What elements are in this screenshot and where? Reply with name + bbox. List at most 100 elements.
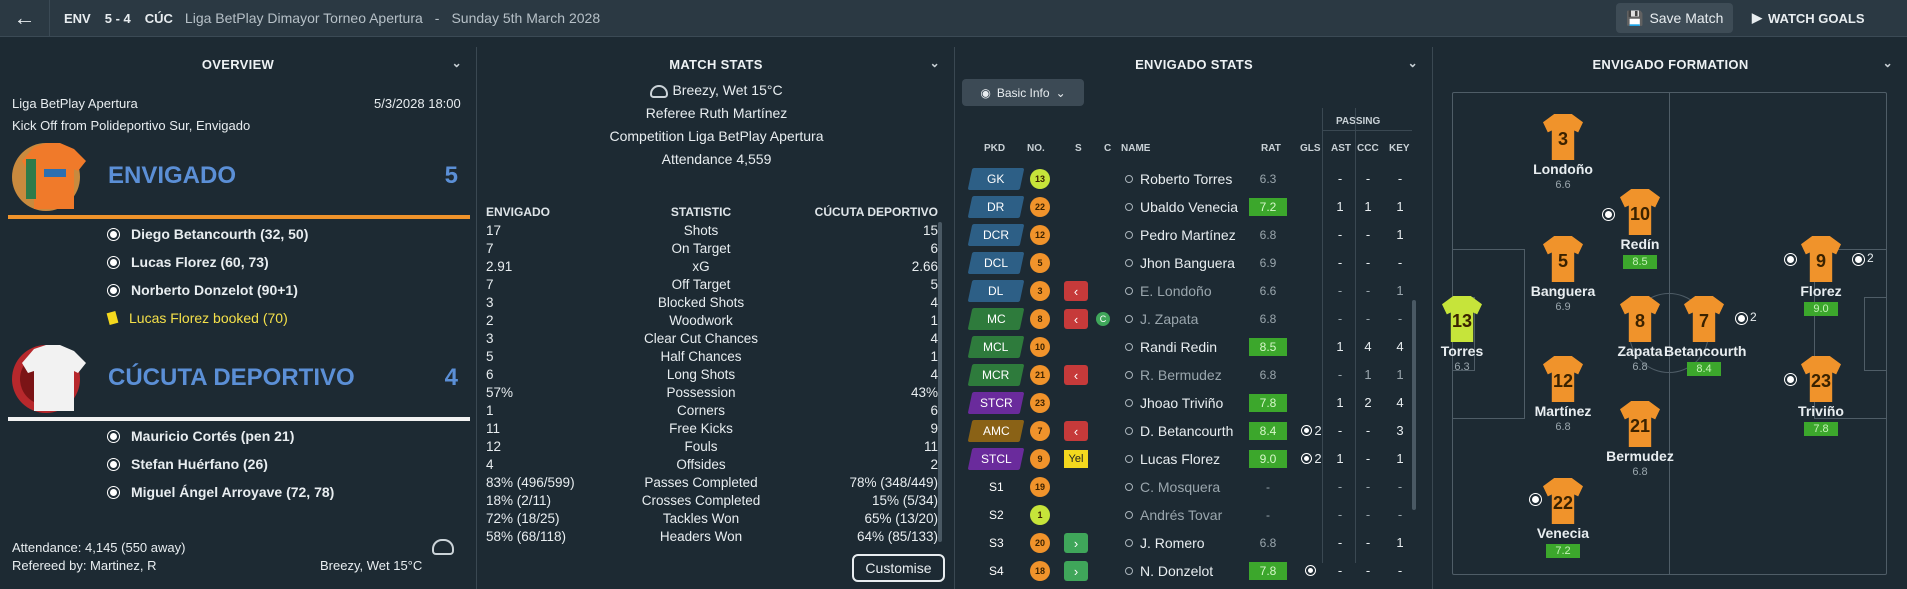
formation-player[interactable]: 10 Redín 8.5	[1600, 189, 1680, 269]
assists-value: -	[1337, 255, 1343, 270]
chevron-down-icon[interactable]: ⌄	[1407, 56, 1418, 70]
match-date: Sunday 5th March 2028	[451, 10, 601, 26]
formation-player[interactable]: 7 Betancourth 8.4	[1664, 296, 1746, 376]
overview-competition[interactable]: Liga BetPlay Apertura	[12, 96, 138, 111]
chevron-down-icon[interactable]: ⌄	[929, 56, 940, 70]
goal-scorer[interactable]: Miguel Ángel Arroyave (72, 78)	[131, 484, 335, 500]
goal-ball-icon	[1530, 494, 1541, 505]
away-team-name: CÚCUTA DEPORTIVO	[108, 364, 355, 391]
ccc-value: -	[1365, 451, 1371, 466]
player-name[interactable]: J. Zapata	[1140, 311, 1199, 327]
player-name[interactable]: Jhon Banguera	[1140, 255, 1235, 271]
stat-away-value: 78% (348/449)	[849, 474, 938, 490]
ccc-value: -	[1365, 563, 1371, 578]
person-icon	[1125, 343, 1133, 351]
goal-count: 2	[1750, 310, 1757, 324]
stat-row: 58% (68/118) Headers Won 64% (85/133)	[486, 527, 946, 545]
position-badge: DL	[967, 280, 1025, 302]
right-goal-area	[1864, 297, 1886, 371]
player-rating: -	[1266, 480, 1270, 494]
chevron-down-icon[interactable]: ⌄	[451, 56, 462, 70]
goal-scorer[interactable]: Stefan Huérfano (26)	[131, 456, 268, 472]
person-icon	[1125, 567, 1133, 575]
person-icon	[1125, 455, 1133, 463]
position-badge: STCL	[967, 448, 1025, 470]
header-no[interactable]: NO.	[1027, 143, 1045, 154]
player-name[interactable]: Andrés Tovar	[1140, 507, 1223, 523]
competition-link[interactable]: Liga BetPlay Dimayor Torneo Apertura	[184, 10, 423, 26]
header-ccc[interactable]: CCC	[1357, 143, 1379, 154]
goal-scorer[interactable]: Diego Betancourth (32, 50)	[131, 226, 309, 242]
referee-line: Referee Ruth Martínez	[645, 105, 788, 121]
overview-header[interactable]: OVERVIEW ⌄	[0, 47, 476, 81]
player-name[interactable]: R. Bermudez	[1140, 367, 1222, 383]
header-s[interactable]: S	[1075, 143, 1082, 154]
player-name[interactable]: Lucas Florez	[1140, 451, 1221, 467]
chevron-down-icon: ⌄	[1055, 85, 1066, 100]
team-stats-header[interactable]: ENVIGADO STATS ⌄	[956, 47, 1432, 81]
booking-text[interactable]: Lucas Florez booked (70)	[129, 310, 288, 326]
goal-scorer[interactable]: Norberto Donzelot (90+1)	[131, 282, 298, 298]
shirt-number-icon: 7	[1030, 421, 1050, 441]
player-name[interactable]: J. Romero	[1140, 535, 1205, 551]
header-ast[interactable]: AST	[1331, 143, 1351, 154]
match-stats-header[interactable]: MATCH STATS ⌄	[478, 47, 954, 81]
formation-player[interactable]: 3 Londoño 6.6	[1523, 114, 1603, 191]
chevron-down-icon[interactable]: ⌄	[1882, 56, 1893, 70]
player-name[interactable]: N. Donzelot	[1140, 563, 1214, 579]
player-name[interactable]: Randi Redin	[1140, 339, 1218, 355]
person-icon	[1125, 427, 1133, 435]
away-kit-icon	[12, 345, 86, 413]
shirt-number-icon: 13	[1030, 169, 1050, 189]
substituted-off-icon: ‹	[1064, 281, 1088, 301]
substituted-on-icon: ›	[1064, 561, 1088, 581]
save-match-button[interactable]: 💾 Save Match	[1616, 3, 1734, 33]
watch-label: WATCH GOALS	[1768, 10, 1865, 26]
header-key[interactable]: KEY	[1389, 143, 1410, 154]
goal-scorer[interactable]: Mauricio Cortés (pen 21)	[131, 428, 295, 444]
home-team-row[interactable]: ENVIGADO 5	[8, 137, 468, 215]
formation-player[interactable]: 23 Triviño 7.8	[1781, 356, 1861, 436]
header-gls[interactable]: GLS	[1300, 143, 1321, 154]
header-c[interactable]: C	[1104, 143, 1112, 154]
player-rating: 6.6	[1555, 179, 1571, 191]
formation-player[interactable]: 8 Zapata 6.8	[1600, 296, 1680, 373]
ccc-value: -	[1365, 507, 1371, 522]
formation-header[interactable]: ENVIGADO FORMATION ⌄	[1434, 47, 1907, 81]
goal-scorer[interactable]: Lucas Florez (60, 73)	[131, 254, 269, 270]
formation-player[interactable]: 5 Banguera 6.9	[1523, 236, 1603, 313]
player-rating: 6.8	[1259, 536, 1277, 550]
weather-text: Breezy, Wet 15°C	[672, 82, 783, 98]
players-scrollbar[interactable]	[1412, 300, 1416, 510]
player-name[interactable]: C. Mosquera	[1140, 479, 1221, 495]
player-name[interactable]: Jhoao Triviño	[1140, 395, 1224, 411]
formation-player[interactable]: 21 Bermudez 6.8	[1600, 401, 1680, 478]
position-badge: MC	[967, 308, 1025, 330]
formation-player[interactable]: 12 Martínez 6.8	[1523, 356, 1603, 433]
player-rating: 7.8	[1249, 394, 1287, 412]
shirt-icon: 23	[1801, 356, 1841, 402]
player-name[interactable]: Ubaldo Venecia	[1140, 199, 1239, 215]
back-arrow-icon[interactable]: ←	[0, 0, 50, 37]
stat-away-value: 2	[930, 456, 938, 472]
formation-player[interactable]: 9 Florez 9.0	[1781, 236, 1861, 316]
formation-player[interactable]: 22 Venecia 7.2	[1523, 478, 1603, 558]
basic-info-dropdown[interactable]: ◉ Basic Info ⌄	[962, 79, 1084, 106]
player-rating: 6.9	[1555, 301, 1571, 313]
watch-goals-button[interactable]: ▶ WATCH GOALS	[1742, 3, 1875, 33]
player-name[interactable]: D. Betancourth	[1140, 423, 1234, 439]
position-badge: DCL	[967, 252, 1025, 274]
player-name[interactable]: E. Londoño	[1140, 283, 1212, 299]
player-rating: -	[1266, 508, 1270, 522]
customise-button[interactable]: Customise	[852, 554, 945, 582]
away-team-row[interactable]: CÚCUTA DEPORTIVO 4	[8, 339, 468, 417]
formation-player[interactable]: 13 Torres 6.3	[1422, 296, 1502, 373]
header-pkd[interactable]: PKD	[984, 143, 1006, 154]
stats-scrollbar[interactable]	[938, 222, 942, 542]
player-name[interactable]: Roberto Torres	[1140, 171, 1233, 187]
header-rat[interactable]: RAT	[1261, 143, 1281, 154]
player-name[interactable]: Pedro Martínez	[1140, 227, 1236, 243]
header-name[interactable]: NAME	[1121, 143, 1151, 154]
position-badge: MCL	[967, 336, 1025, 358]
key-passes-value: 1	[1396, 199, 1404, 214]
